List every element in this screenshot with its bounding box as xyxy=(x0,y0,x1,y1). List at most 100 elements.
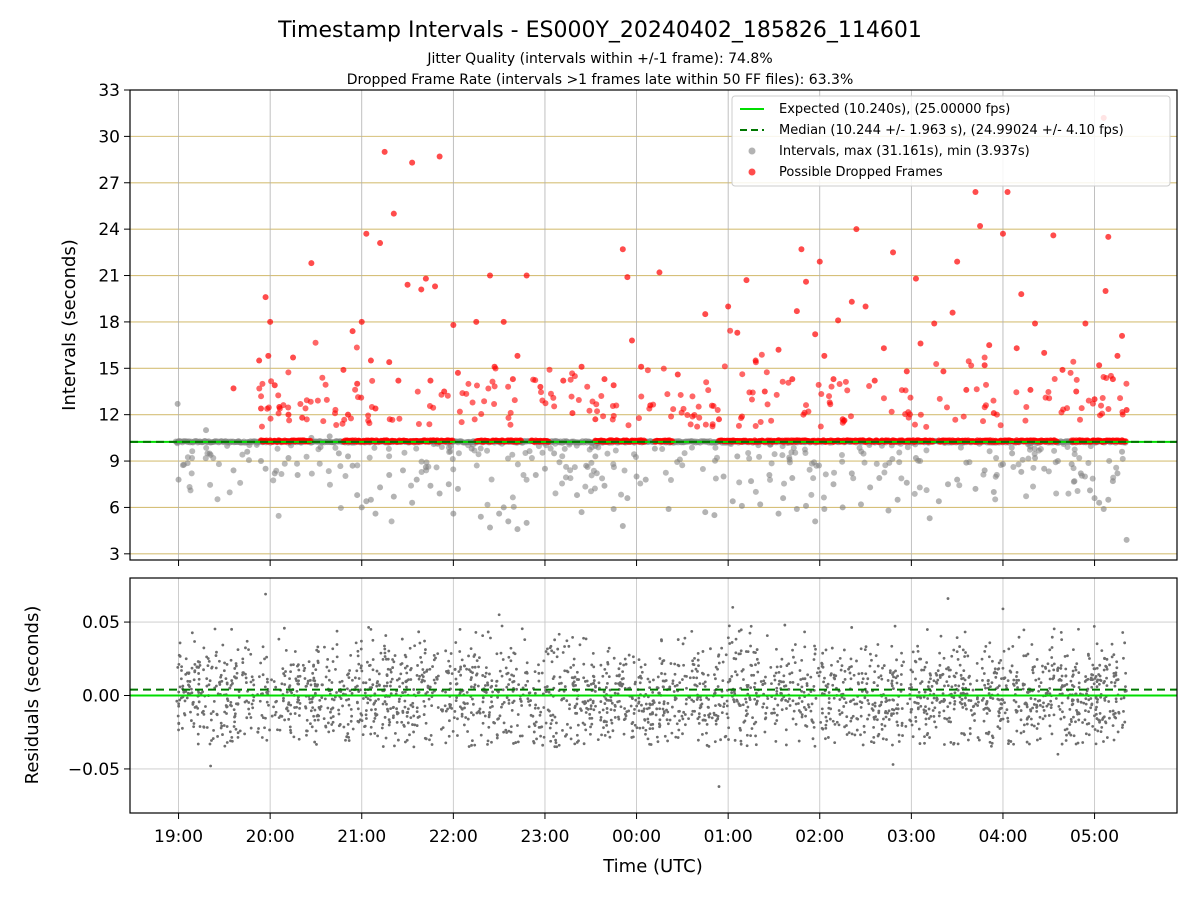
residual-point xyxy=(1034,678,1038,682)
residual-point xyxy=(589,704,593,708)
residual-point xyxy=(233,712,237,716)
residual-point xyxy=(1092,624,1096,628)
residual-point xyxy=(495,736,499,740)
dropped-frame-point xyxy=(320,418,327,425)
dropped-frame-point xyxy=(575,397,582,404)
residual-point xyxy=(548,646,552,650)
residual-point xyxy=(900,707,904,710)
residual-point xyxy=(222,724,226,727)
residual-point xyxy=(251,678,255,682)
residual-point xyxy=(780,657,784,661)
interval-point xyxy=(184,454,191,461)
interval-point xyxy=(486,524,493,531)
residual-point xyxy=(370,708,373,712)
residual-point xyxy=(1084,732,1088,736)
dropped-frame-point xyxy=(981,354,988,361)
residual-point xyxy=(1110,681,1113,684)
residual-point xyxy=(644,732,647,736)
residual-point xyxy=(293,706,296,709)
residual-point xyxy=(963,655,967,658)
residual-point xyxy=(1066,696,1070,700)
residual-point xyxy=(500,624,504,628)
residual-point xyxy=(914,719,918,723)
residual-point xyxy=(323,697,327,701)
residual-point xyxy=(397,677,401,681)
residual-point xyxy=(1041,664,1044,668)
residual-point xyxy=(812,725,816,729)
residual-point xyxy=(888,669,892,673)
residual-point xyxy=(419,656,422,659)
dropped-frame-point xyxy=(1119,332,1126,339)
interval-point xyxy=(203,427,210,434)
residual-point xyxy=(916,649,920,653)
residual-point xyxy=(528,703,532,707)
residual-point xyxy=(1097,682,1101,686)
residual-point xyxy=(877,732,881,736)
residual-point xyxy=(1060,701,1064,705)
dropped-frame-point xyxy=(997,422,1004,429)
residual-point xyxy=(872,741,876,745)
residual-point xyxy=(812,658,816,661)
residual-point xyxy=(623,657,627,661)
interval-point xyxy=(567,475,574,482)
residual-point xyxy=(283,674,287,678)
residual-point xyxy=(728,642,732,645)
residual-point xyxy=(544,650,548,653)
residual-point xyxy=(782,674,786,678)
residual-point xyxy=(784,743,788,747)
residual-point xyxy=(180,669,183,672)
residual-point xyxy=(753,681,757,685)
residual-point xyxy=(472,655,476,658)
residual-point xyxy=(483,684,487,687)
residual-point xyxy=(323,645,326,649)
residual-point xyxy=(982,719,986,723)
top-y-tick-label: 12 xyxy=(98,406,120,426)
residual-point xyxy=(497,613,501,617)
dropped-frame-point xyxy=(481,398,488,405)
interval-point xyxy=(1087,443,1094,450)
residual-point xyxy=(1110,655,1114,659)
interval-point xyxy=(712,457,719,464)
residual-point xyxy=(909,683,913,686)
residual-point xyxy=(1006,679,1010,683)
interval-point xyxy=(567,467,574,474)
residual-point xyxy=(986,682,990,686)
interval-point xyxy=(1109,478,1116,485)
dropped-frame-point xyxy=(489,378,496,385)
residual-point xyxy=(662,710,666,713)
residual-point xyxy=(761,682,765,686)
residual-point xyxy=(850,732,854,736)
residual-point xyxy=(1121,726,1124,729)
dropped-frame-point xyxy=(1091,396,1098,403)
residual-point xyxy=(811,721,815,724)
interval-point xyxy=(563,463,570,470)
residual-point xyxy=(575,733,579,737)
residual-point xyxy=(389,670,393,674)
residual-point xyxy=(584,637,588,641)
residual-point xyxy=(206,664,210,668)
interval-point xyxy=(993,454,1000,461)
residual-point xyxy=(296,664,299,668)
residual-point xyxy=(855,702,859,706)
residual-point xyxy=(1089,697,1093,700)
dropped-frame-point xyxy=(303,397,310,404)
interval-point xyxy=(270,477,277,484)
residual-point xyxy=(792,709,796,713)
residual-point xyxy=(610,721,614,725)
residual-point xyxy=(406,710,410,714)
residual-point xyxy=(380,726,384,730)
residual-point xyxy=(330,723,334,726)
residual-point xyxy=(942,709,946,713)
residual-point xyxy=(477,665,480,669)
dropped-frame-point xyxy=(538,389,545,396)
residual-point xyxy=(1038,699,1042,702)
residual-point xyxy=(1050,703,1053,707)
residual-point xyxy=(890,644,894,648)
residual-point xyxy=(1011,645,1015,648)
residual-point xyxy=(256,730,260,734)
residual-point xyxy=(449,682,452,685)
residual-point xyxy=(609,718,613,722)
dropped-frame-point xyxy=(1027,386,1034,393)
residual-point xyxy=(476,684,480,688)
interval-point xyxy=(674,458,681,465)
